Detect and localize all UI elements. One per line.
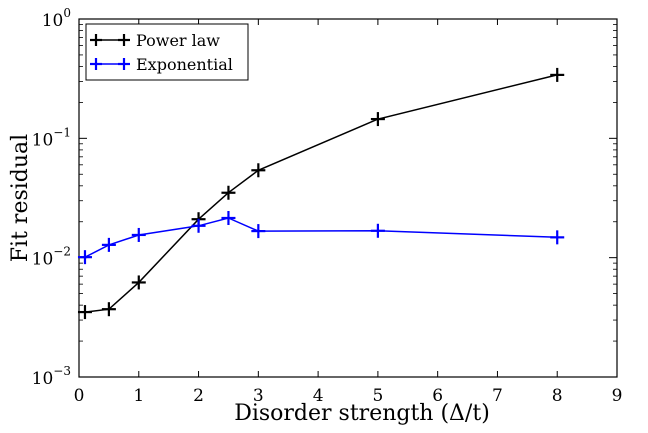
data-point bbox=[550, 67, 565, 82]
data-point bbox=[221, 185, 236, 200]
y-tick-exponent: 0 bbox=[63, 6, 71, 20]
data-point bbox=[131, 275, 146, 290]
series-layer bbox=[77, 67, 565, 320]
x-tick-label: 6 bbox=[432, 386, 443, 406]
x-tick-label: 4 bbox=[313, 386, 324, 406]
x-tick-label: 2 bbox=[193, 386, 204, 406]
data-point bbox=[370, 223, 385, 238]
x-tick-label: 7 bbox=[492, 386, 503, 406]
legend-label: Exponential bbox=[136, 55, 233, 74]
data-point bbox=[370, 112, 385, 127]
y-tick-label: 10−2 bbox=[32, 245, 71, 270]
y-tick-label: 10−3 bbox=[32, 364, 71, 389]
x-tick-label: 3 bbox=[253, 386, 264, 406]
x-tick-label: 8 bbox=[552, 386, 563, 406]
y-tick-exponent: −3 bbox=[53, 364, 71, 378]
data-point bbox=[251, 163, 266, 178]
y-tick-base: 10 bbox=[32, 369, 54, 389]
data-point bbox=[77, 250, 92, 265]
data-point bbox=[251, 224, 266, 239]
y-tick-base: 10 bbox=[32, 130, 54, 150]
data-point bbox=[77, 305, 92, 320]
x-tick-label: 9 bbox=[612, 386, 623, 406]
series-line bbox=[84, 74, 558, 313]
data-point bbox=[191, 218, 206, 233]
y-tick-exponent: −1 bbox=[53, 125, 71, 139]
legend-box bbox=[85, 23, 249, 81]
data-point bbox=[550, 230, 565, 245]
x-tick-label: 0 bbox=[74, 386, 85, 406]
series-line bbox=[84, 217, 558, 258]
x-tick-label: 5 bbox=[372, 386, 383, 406]
data-point bbox=[101, 237, 116, 252]
data-point bbox=[101, 302, 116, 317]
x-tick-label: 1 bbox=[133, 386, 144, 406]
y-tick-label: 100 bbox=[42, 6, 71, 31]
plot-frame bbox=[78, 18, 618, 378]
y-axis-label: Fit residual bbox=[8, 134, 33, 262]
y-tick-base: 10 bbox=[32, 250, 54, 270]
x-axis-label: Disorder strength (Δ/t) bbox=[234, 401, 490, 426]
y-tick-label: 10−1 bbox=[32, 125, 71, 150]
legend: Power law Exponential bbox=[85, 23, 249, 81]
y-tick-exponent: −2 bbox=[53, 245, 71, 259]
legend-label: Power law bbox=[136, 31, 220, 50]
y-tick-base: 10 bbox=[42, 11, 64, 31]
data-point bbox=[131, 227, 146, 242]
data-point bbox=[221, 210, 236, 225]
